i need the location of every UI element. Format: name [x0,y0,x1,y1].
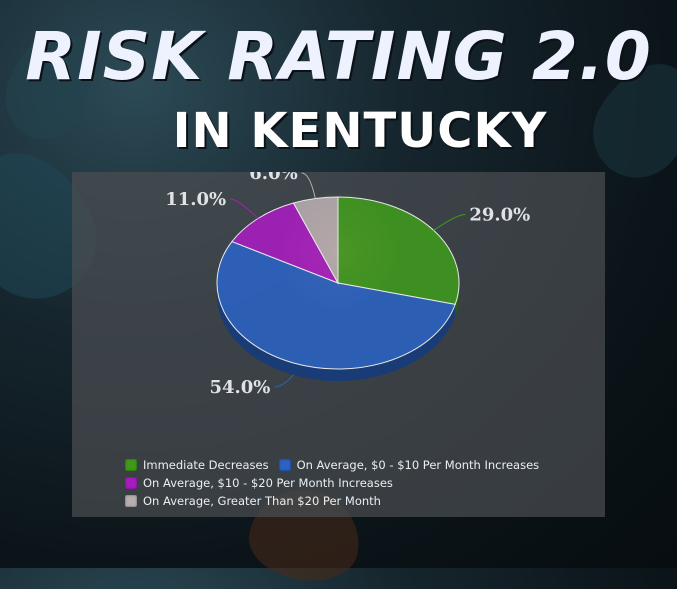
legend-label: Immediate Decreases [143,458,269,472]
legend-label: On Average, $10 - $20 Per Month Increase… [143,476,393,490]
data-label: 29.0% [469,204,530,225]
pie-slice[interactable] [231,202,340,284]
pie-slice[interactable] [337,196,460,305]
data-label: 6.0% [249,172,297,184]
legend-swatch-purple [125,477,137,489]
data-label: 54.0% [209,377,270,398]
page-title: RISK RATING 2.0 [25,18,652,95]
pie-chart: 29.0% 54.0% 11.0% 6.0% [165,172,530,398]
leader-line [230,198,259,219]
page-subtitle: IN KENTUCKY [172,103,548,159]
leader-line [301,172,316,199]
leader-line [433,213,466,231]
data-label: 11.0% [165,189,226,210]
leader-line [274,374,294,388]
legend-item[interactable]: Immediate Decreases [125,458,269,472]
legend-item[interactable]: On Average, $0 - $10 Per Month Increases [278,458,540,472]
legend-swatch-blue [278,459,291,471]
legend-swatch-green [125,459,137,471]
legend-label: On Average, Greater Than $20 Per Month [143,494,381,508]
legend-label: On Average, $0 - $10 Per Month Increases [296,458,540,472]
legend-item[interactable]: On Average, $10 - $20 Per Month Increase… [125,476,393,490]
chart-legend: Immediate Decreases On Average, $0 - $10… [125,456,595,510]
pie-slice[interactable] [292,196,339,285]
pie-slice[interactable] [216,240,456,370]
chart-panel: 29.0% 54.0% 11.0% 6.0% Immediate Decreases … [72,172,605,517]
legend-item[interactable]: On Average, Greater Than $20 Per Month [125,494,381,508]
legend-swatch-gray [125,495,137,507]
